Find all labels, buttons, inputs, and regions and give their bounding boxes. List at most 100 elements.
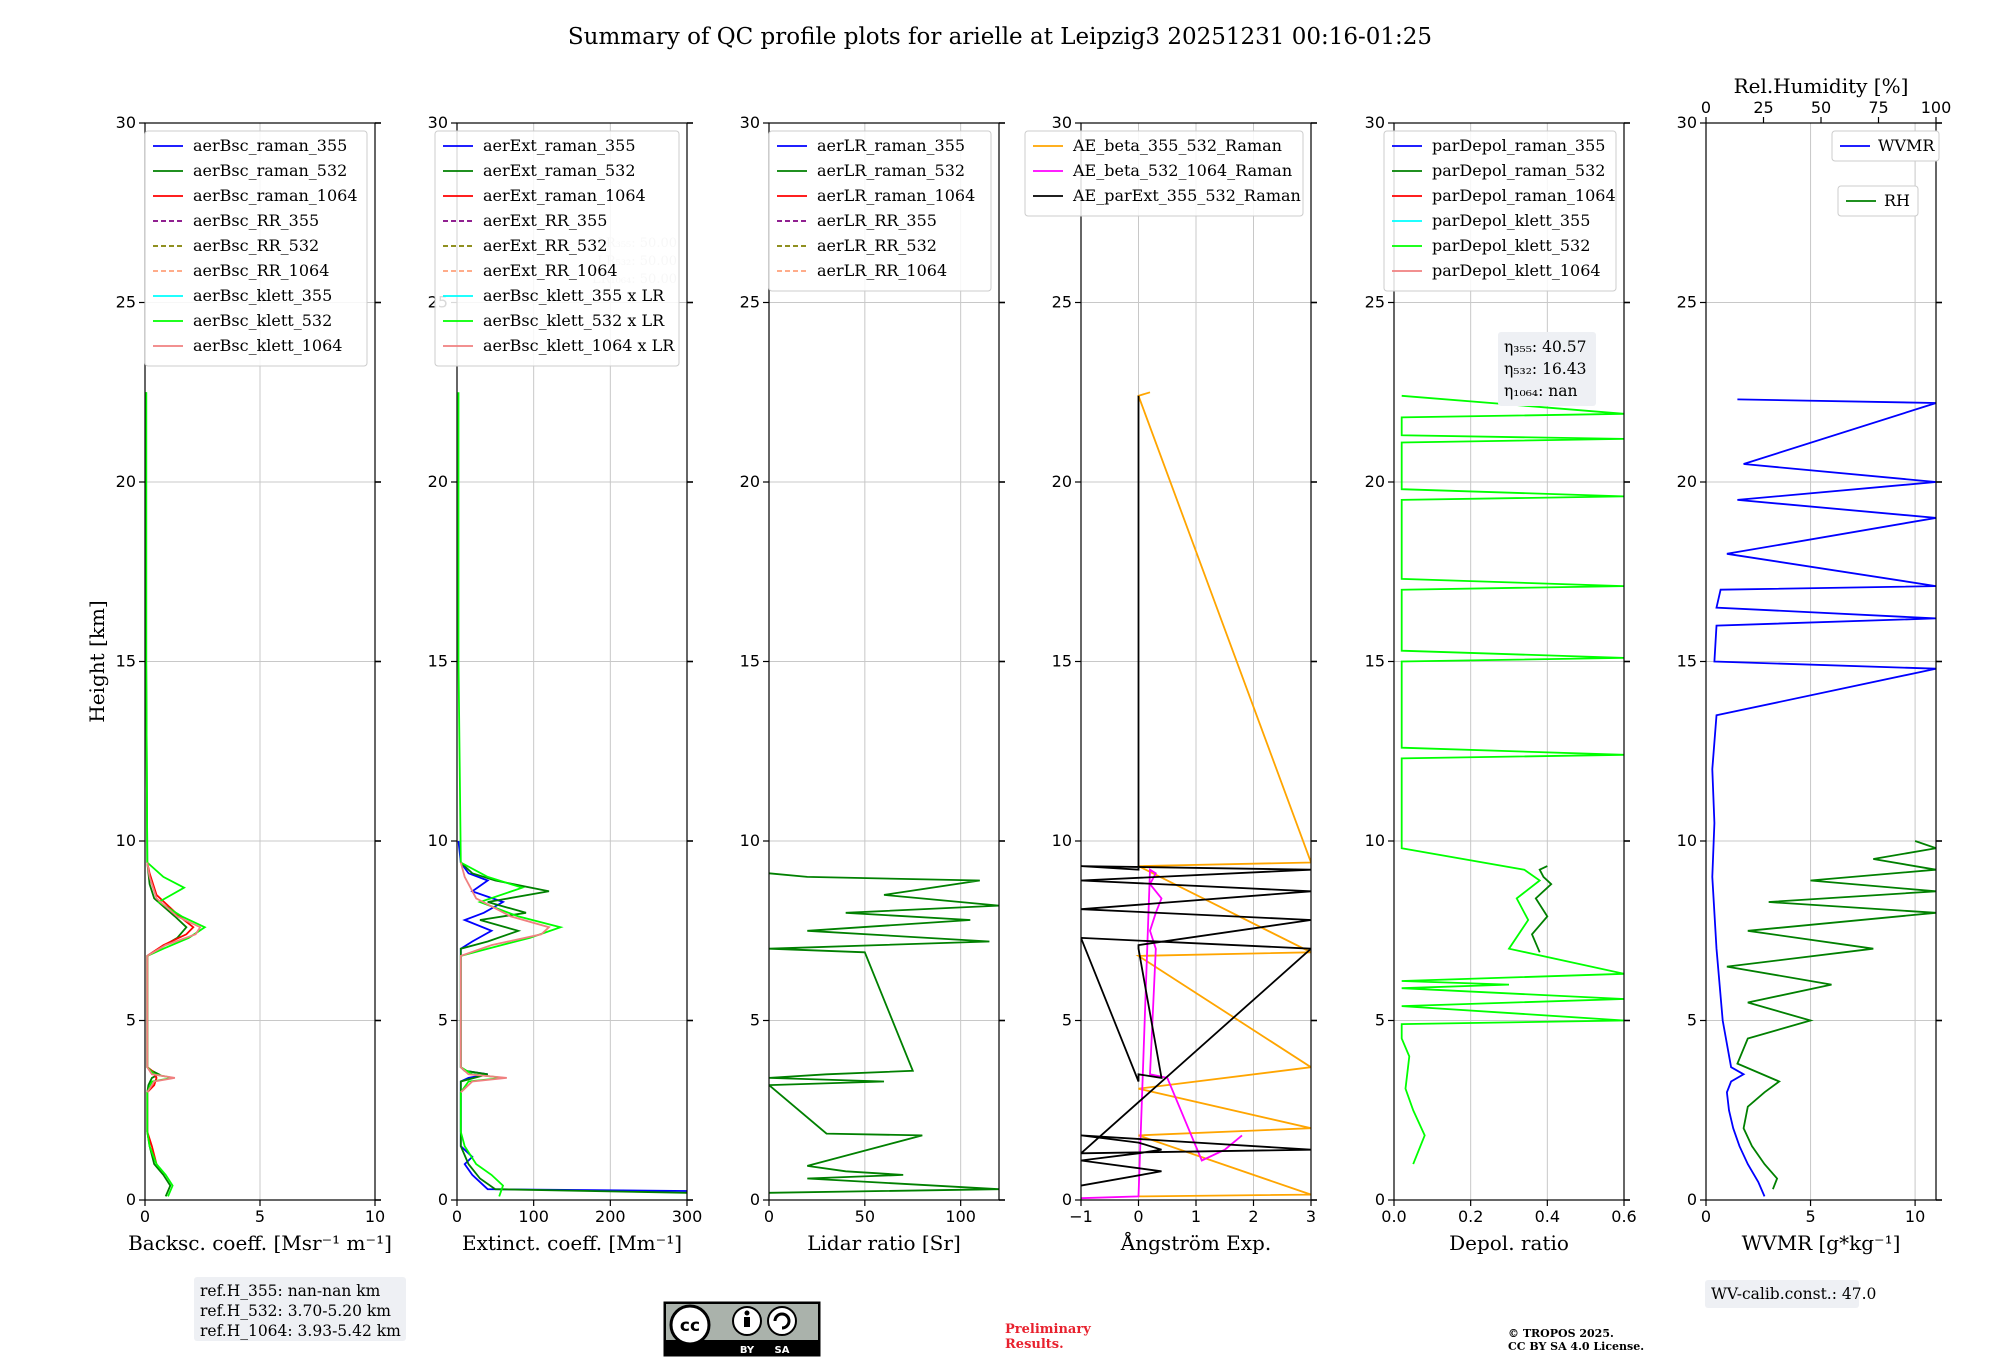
x-tick-label: 10: [365, 1207, 385, 1226]
x-tick-label: 100: [518, 1207, 549, 1226]
x2-tick-label: 75: [1868, 98, 1888, 117]
share-alike-icon: [767, 1306, 797, 1336]
legend-label: aerExt_raman_532: [483, 161, 636, 180]
y-tick-label: 10: [1365, 831, 1385, 850]
legend-label: aerExt_RR_355: [483, 211, 607, 230]
legend-label: aerBsc_klett_1064: [193, 336, 342, 355]
y-tick-label: 25: [116, 293, 136, 312]
series-AE_parExt_355_532_Raman: [1081, 395, 1311, 1187]
series-group: [1081, 391, 1311, 1200]
y-tick-label: 10: [740, 831, 760, 850]
panel-lidar_ratio: 0 5 10 15 20 25 30 0 50 100 Lidar ratio [Sr] aerLR_…: [740, 113, 1005, 1255]
y-tick-label: 20: [740, 472, 760, 491]
y-tick-label: 30: [428, 113, 448, 132]
y-tick-label: 30: [1677, 113, 1697, 132]
series-group: [457, 392, 687, 1197]
sa-label: SA: [775, 1345, 790, 1356]
legend-label: parDepol_klett_1064: [1432, 261, 1601, 280]
legend-frame: [768, 130, 992, 292]
ref-height-1064: ref.H_1064: 3.93-5.42 km: [200, 1322, 401, 1340]
series-aerBsc_raman_1064: [146, 862, 195, 1165]
series-group: [1400, 394, 1624, 1165]
series-group: [1711, 398, 1936, 1197]
x-tick-label: 5: [255, 1207, 265, 1226]
legend-label: aerExt_RR_532: [483, 236, 607, 255]
y-tick-label: 30: [1365, 113, 1385, 132]
y-tick-label: 15: [428, 652, 448, 671]
wv-calib-box: WV-calib.const.: 47.0: [1705, 1280, 1876, 1308]
y-tick-label: 30: [116, 113, 136, 132]
legend-frame: [1024, 130, 1304, 217]
y-tick-label: 25: [740, 293, 760, 312]
legend-label: parDepol_klett_532: [1432, 236, 1590, 255]
y-tick-label: 20: [428, 472, 448, 491]
y-tick-label: 15: [740, 652, 760, 671]
y-tick-label: 15: [1677, 652, 1697, 671]
preliminary-line-1: Preliminary: [1005, 1322, 1091, 1337]
legend-label: AE_parExt_355_532_Raman: [1072, 186, 1301, 205]
legend-label: aerBsc_raman_355: [193, 136, 347, 155]
legend-label: AE_beta_355_532_Raman: [1072, 136, 1282, 155]
x2-tick-label: 100: [1921, 98, 1952, 117]
y-tick-label: 25: [1365, 293, 1385, 312]
x-tick-label: 3: [1306, 1207, 1316, 1226]
y-tick-label: 15: [1365, 652, 1385, 671]
legend-label: parDepol_raman_1064: [1432, 186, 1616, 205]
series-aerBsc_klett_1064: [146, 862, 202, 1093]
legend-label: WVMR: [1878, 136, 1935, 155]
copyright-line-1: © TROPOS 2025.: [1508, 1327, 1614, 1340]
legend-label: aerExt_raman_1064: [483, 186, 646, 205]
cc-label: cc: [680, 1316, 700, 1336]
x-tick-label: 0.0: [1381, 1207, 1406, 1226]
x2-axis-label: Rel.Humidity [%]: [1734, 74, 1909, 98]
y-tick-label: 5: [438, 1011, 448, 1030]
legend-label: aerBsc_raman_1064: [193, 186, 358, 205]
series-parDepol_raman_532: [1530, 865, 1553, 953]
legend-label: parDepol_klett_355: [1432, 211, 1590, 230]
panel-extinction: 0510152025300100200300Extinct. coeff. [M…: [428, 113, 703, 1255]
x-axis-label: Extinct. coeff. [Mm⁻¹]: [462, 1231, 682, 1255]
legend-label: aerExt_raman_355: [483, 136, 636, 155]
legend-label: aerExt_RR_1064: [483, 261, 618, 280]
legend-label: RH: [1884, 191, 1910, 210]
legend-label: aerBsc_RR_1064: [193, 261, 329, 280]
legend-label: aerBsc_klett_532: [193, 311, 332, 330]
eta-label: η₁₀₆₄: nan: [1504, 382, 1578, 400]
y-tick-label: 25: [1052, 293, 1072, 312]
x-tick-label: −1: [1069, 1207, 1093, 1226]
y-tick-label: 20: [116, 472, 136, 491]
legend-label: aerLR_RR_532: [817, 236, 937, 255]
series-aerBsc_klett_532 x LR: [457, 392, 564, 1197]
legend-frame: [144, 130, 368, 367]
y-tick-label: 10: [1677, 831, 1697, 850]
y-tick-label: 5: [1375, 1011, 1385, 1030]
series-aerExt_raman_355: [457, 840, 687, 1192]
copyright-line-2: CC BY SA 4.0 License.: [1508, 1340, 1644, 1353]
y-tick-label: 5: [126, 1011, 136, 1030]
legend-label: aerBsc_klett_355 x LR: [483, 286, 665, 305]
y-tick-label: 20: [1677, 472, 1697, 491]
legend-label: aerLR_raman_1064: [817, 186, 975, 205]
y-tick-label: 0: [126, 1190, 136, 1209]
x-tick-label: 0: [1133, 1207, 1143, 1226]
legend-label: aerLR_RR_355: [817, 211, 937, 230]
y-tick-label: 0: [438, 1190, 448, 1209]
legend-label: aerLR_RR_1064: [817, 261, 947, 280]
eta-box: [1498, 332, 1596, 406]
series-aerBsc_klett_1064 x LR: [459, 862, 551, 1093]
panel-backscatter: 0 5 10 15 20 25 30 0 5 10 Backsc. coeff. [Msr⁻¹ m⁻…: [85, 113, 392, 1255]
y-tick-label: 5: [1062, 1011, 1072, 1030]
legend-label: aerBsc_RR_355: [193, 211, 319, 230]
y-tick-label: 5: [750, 1011, 760, 1030]
x-axis-label: Ångström Exp.: [1120, 1230, 1271, 1255]
x-axis-label: Depol. ratio: [1449, 1231, 1569, 1255]
x2-tick-label: 0: [1701, 98, 1711, 117]
y-tick-label: 30: [1052, 113, 1072, 132]
series-aerLR_raman_532: [769, 872, 999, 1194]
series-aerExt_raman_532: [459, 861, 687, 1194]
figure-title: Summary of QC profile plots for arielle …: [568, 24, 1432, 50]
y-tick-label: 0: [1062, 1190, 1072, 1209]
panel-depolarization: 0 5 10 15 20 25 30 0.0 0.2 0.4 0.6 Depol. ratio parD…: [1365, 113, 1637, 1255]
